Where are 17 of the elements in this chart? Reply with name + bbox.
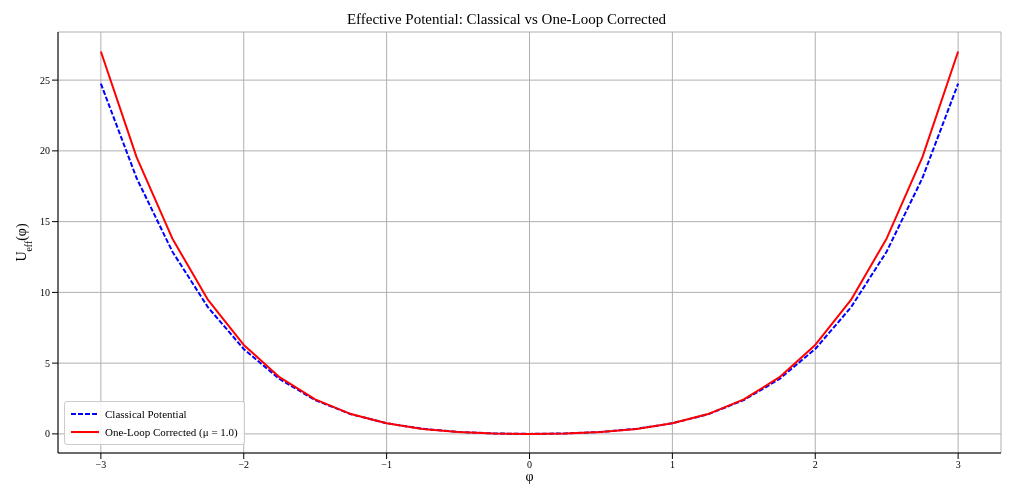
y-tick-label: 5 [45,357,50,369]
legend-label: One-Loop Corrected (μ = 1.0) [105,425,238,440]
y-tick-label: 0 [45,428,50,440]
x-tick-label: −1 [381,459,392,471]
y-tick-label: 10 [40,286,50,298]
x-tick-label: 0 [527,459,532,471]
x-tick-label: 3 [955,459,961,471]
y-tick-label: 20 [40,145,50,157]
x-tick-label: −3 [95,459,107,471]
x-axis-title: φ [525,469,534,484]
x-tick-label: 2 [812,459,818,471]
y-tick-label: 25 [40,74,50,86]
legend-label: Classical Potential [105,407,187,422]
x-tick-label: 1 [669,459,675,471]
x-tick-label: −2 [238,459,250,471]
chart-title: Effective Potential: Classical vs One-Loop Corrected [346,11,667,27]
y-tick-label: 15 [40,216,50,228]
